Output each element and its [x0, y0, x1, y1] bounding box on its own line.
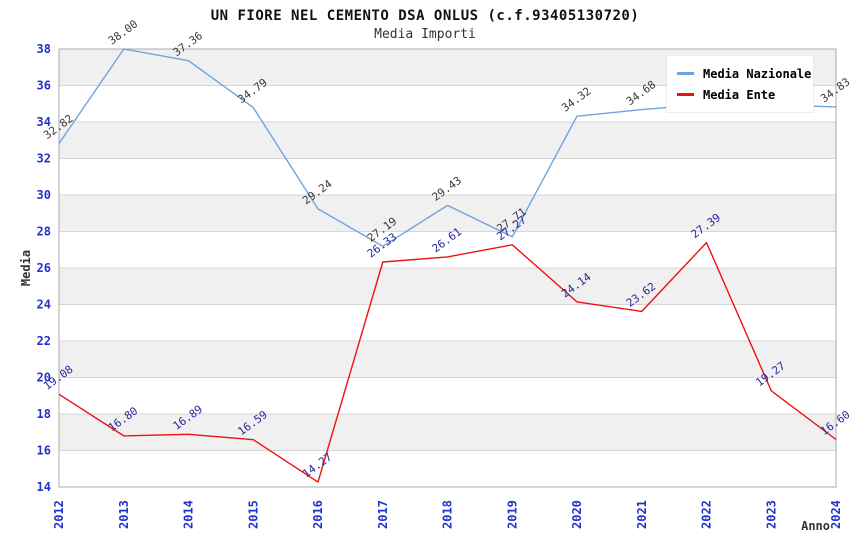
- x-tick-label: 2022: [700, 500, 714, 529]
- y-tick-label: 36: [37, 79, 51, 93]
- x-tick-label: 2014: [182, 500, 196, 529]
- legend-item-media-ente: Media Ente: [677, 84, 809, 105]
- point-label: 14.27: [300, 451, 334, 481]
- x-tick-label: 2016: [311, 500, 325, 529]
- y-tick-label: 24: [37, 298, 51, 312]
- y-tick-label: 20: [37, 371, 51, 385]
- y-tick-label: 38: [37, 42, 51, 56]
- y-tick-label: 22: [37, 334, 51, 348]
- x-tick-label: 2019: [505, 500, 519, 529]
- x-axis-ticks: 2012 2013 2014 2015 2016 2017 2018 2019 2020 2021…: [52, 500, 843, 529]
- x-tick-label: 2018: [441, 500, 455, 529]
- x-tick-label: 2020: [570, 500, 584, 529]
- y-axis-title: Media: [19, 250, 33, 286]
- gridlines: [59, 85, 836, 451]
- legend-swatch-blue-line-icon: [677, 72, 694, 75]
- y-tick-label: 18: [37, 407, 51, 421]
- y-tick-label: 28: [37, 225, 51, 239]
- y-tick-label: 32: [37, 152, 51, 166]
- point-label: 34.32: [559, 85, 593, 115]
- x-tick-label: 2015: [246, 500, 260, 529]
- y-tick-label: 34: [37, 115, 51, 129]
- y-axis-ticks: 38 36 34 32 30 28 26 24 22 20 18 16 14: [37, 42, 51, 494]
- legend-item-media-nazionale: Media Nazionale: [677, 63, 812, 84]
- legend-label: Media Nazionale: [703, 66, 812, 81]
- y-tick-label: 30: [37, 188, 51, 202]
- series-line-media-ente: [58, 241, 837, 483]
- x-tick-label: 2012: [52, 500, 66, 529]
- y-tick-label: 16: [37, 444, 51, 458]
- chart-legend: Media Nazionale Media Ente: [666, 55, 814, 113]
- y-tick-label: 14: [37, 480, 51, 494]
- x-tick-label: 2021: [635, 500, 649, 529]
- x-axis-title: Anno: [801, 519, 830, 533]
- legend-label: Media Ente: [703, 87, 776, 102]
- y-tick-label: 26: [37, 261, 51, 275]
- x-tick-label: 2017: [376, 500, 390, 529]
- legend-swatch-red-line-icon: [677, 93, 694, 96]
- plot-frame: [58, 48, 837, 488]
- x-tick-label: 2013: [117, 500, 131, 529]
- point-label: 38.00: [106, 17, 140, 47]
- chart-title: UN FIORE NEL CEMENTO DSA ONLUS (c.f.9340…: [210, 8, 640, 24]
- chart-subtitle: Media Importi: [374, 27, 476, 42]
- x-tick-label: 2024: [829, 500, 843, 529]
- x-tick-label: 2023: [764, 500, 778, 529]
